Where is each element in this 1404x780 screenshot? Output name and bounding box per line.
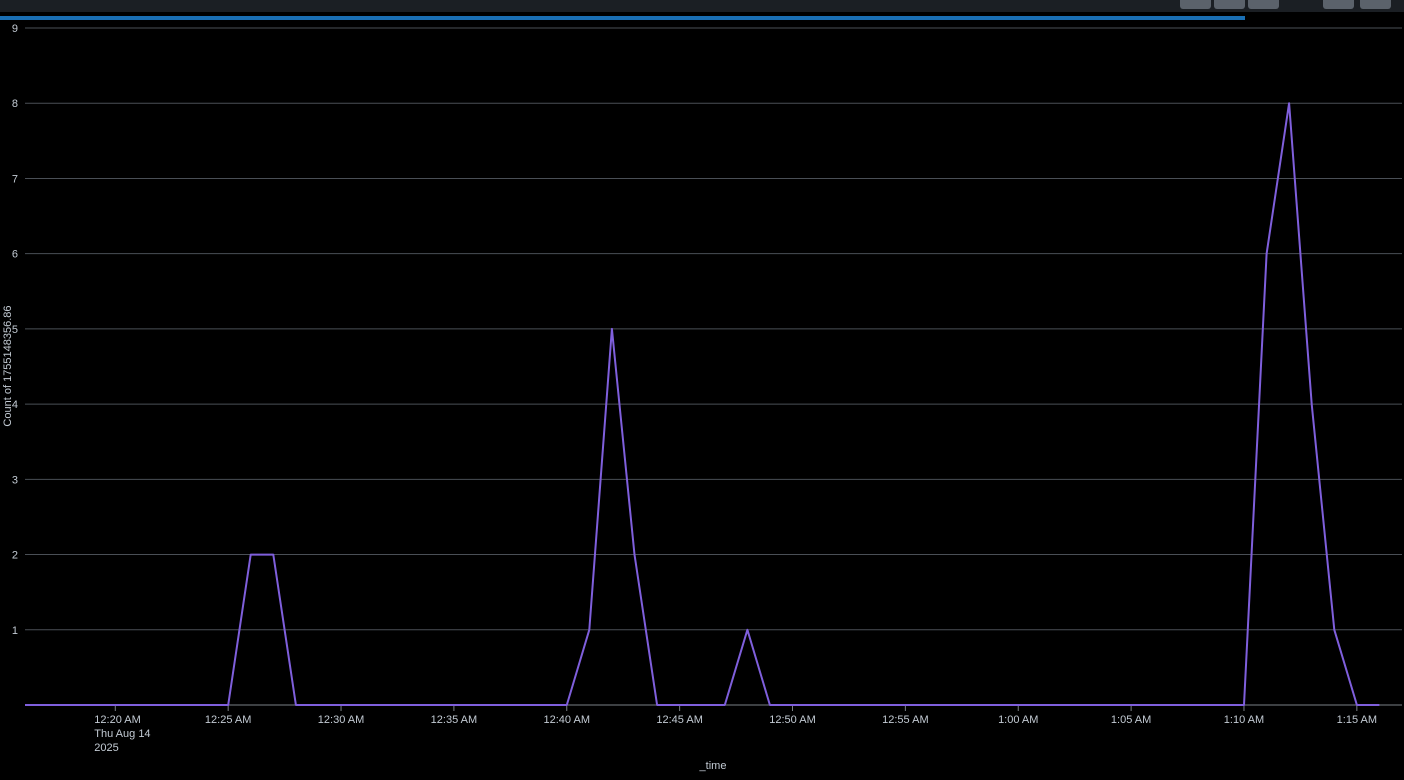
x-tick-label: 12:40 AM	[544, 714, 590, 726]
x-tick-label: 12:25 AM	[205, 714, 251, 726]
toolbar-button-4[interactable]	[1323, 0, 1354, 9]
x-tick-label: 12:30 AM	[318, 714, 364, 726]
x-tick-label: 12:35 AM	[431, 714, 477, 726]
toolbar-button-2[interactable]	[1214, 0, 1245, 9]
y-tick-label: 3	[12, 474, 18, 486]
y-tick-label: 4	[12, 399, 18, 411]
y-tick-label: 8	[12, 98, 18, 110]
x-tick-year-label: 2025	[94, 742, 118, 754]
toolbar-button-1[interactable]	[1180, 0, 1211, 9]
x-tick-label: 1:10 AM	[1224, 714, 1264, 726]
y-tick-label: 5	[12, 324, 18, 336]
top-toolbar	[0, 0, 1404, 12]
x-tick-date-label: Thu Aug 14	[94, 728, 150, 740]
x-tick-label: 12:55 AM	[882, 714, 928, 726]
x-tick-label: 1:00 AM	[998, 714, 1038, 726]
x-tick-label: 12:50 AM	[769, 714, 815, 726]
x-tick-label: 12:45 AM	[656, 714, 702, 726]
y-tick-label: 2	[12, 550, 18, 562]
x-tick-label: 12:20 AM	[94, 714, 140, 726]
x-axis-label: _time	[699, 760, 727, 772]
y-tick-label: 1	[12, 625, 18, 637]
y-tick-label: 7	[12, 173, 18, 185]
series-line[interactable]	[25, 102, 1380, 706]
x-tick-label: 1:05 AM	[1111, 714, 1151, 726]
toolbar-button-3[interactable]	[1248, 0, 1279, 9]
toolbar-button-5[interactable]	[1360, 0, 1391, 9]
search-progress-bar	[0, 16, 1246, 20]
x-tick-label: 1:15 AM	[1337, 714, 1377, 726]
y-tick-label: 9	[12, 23, 18, 35]
y-tick-label: 6	[12, 249, 18, 261]
